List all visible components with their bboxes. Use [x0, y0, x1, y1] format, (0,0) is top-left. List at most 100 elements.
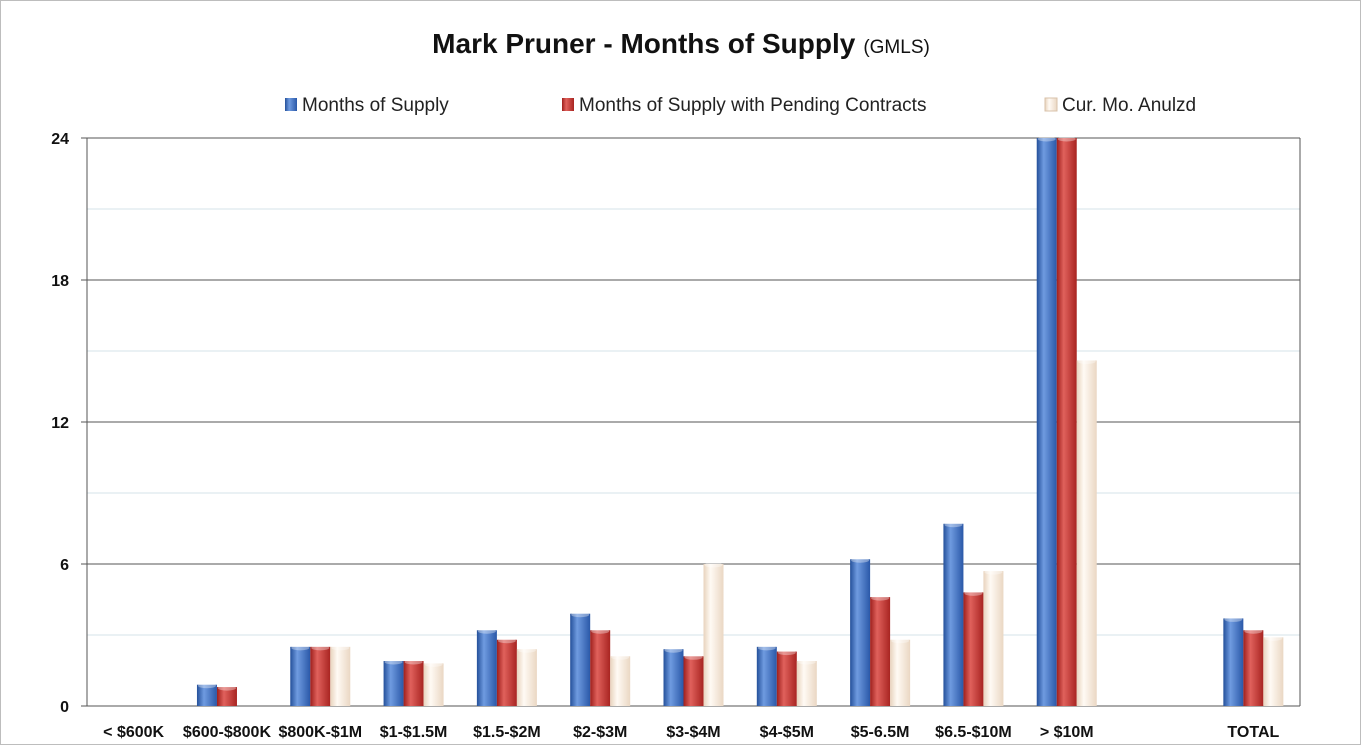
- bar-months-of-supply-total: [1223, 618, 1244, 706]
- x-category-label: $1-$1.5M: [380, 724, 448, 741]
- bar-months-of-supply-with-pending-contracts-6-5-10m: [963, 592, 984, 706]
- x-category-label: $600-$800K: [183, 724, 272, 741]
- y-tick-label: 18: [51, 273, 69, 290]
- bar-highlight: [871, 595, 890, 601]
- bar-months-of-supply-with-pending-contracts-1-5-2m: [496, 639, 517, 706]
- bar-months-of-supply-600-800k: [196, 684, 217, 706]
- bar-highlight: [851, 557, 870, 563]
- bar-highlight: [1224, 616, 1243, 622]
- x-category-label: $4-$5M: [760, 724, 814, 741]
- legend-label: Months of Supply with Pending Contracts: [579, 95, 926, 116]
- bar-highlight: [704, 562, 723, 568]
- bar-highlight: [517, 647, 536, 653]
- x-category-label: $800K-$1M: [278, 724, 362, 741]
- bar-highlight: [197, 683, 216, 689]
- bar-highlight: [477, 628, 496, 634]
- y-tick-label: 0: [60, 699, 69, 716]
- bar-highlight: [757, 645, 776, 651]
- y-tick-label: 24: [51, 131, 69, 148]
- legend-label: Months of Supply: [302, 95, 449, 116]
- x-category-label: $2-$3M: [573, 724, 627, 741]
- bar-cur-mo-anulzd-6-5-10m: [983, 571, 1004, 706]
- bar-highlight: [424, 661, 443, 667]
- bar-months-of-supply-with-pending-contracts-3-4m: [683, 656, 704, 706]
- bar-cur-mo-anulzd-total: [1263, 637, 1284, 706]
- bar-months-of-supply-1-5-2m: [476, 630, 497, 706]
- bar-highlight: [384, 659, 403, 665]
- bar-months-of-supply-with-pending-contracts-10m: [1056, 138, 1077, 706]
- legend-swatch: [1044, 97, 1058, 112]
- x-category-label: < $600K: [103, 724, 164, 741]
- bar-cur-mo-anulzd-800k-1m: [330, 646, 351, 706]
- bar-months-of-supply-with-pending-contracts-800k-1m: [310, 646, 331, 706]
- bar-highlight: [1244, 628, 1263, 634]
- bar-months-of-supply-6-5-10m: [943, 523, 964, 706]
- legend-swatch: [285, 98, 297, 111]
- bar-cur-mo-anulzd-1-1-5m: [423, 663, 444, 706]
- bar-cur-mo-anulzd-2-3m: [610, 656, 631, 706]
- legend-item-cur-mo-anulzd: Cur. Mo. Anulzd: [1044, 95, 1196, 116]
- bar-cur-mo-anulzd-10m: [1076, 360, 1097, 706]
- legend-label: Cur. Mo. Anulzd: [1062, 95, 1196, 116]
- legend-item-months-of-supply: Months of Supply: [285, 95, 449, 116]
- bar-cur-mo-anulzd-1-5-2m: [516, 649, 537, 706]
- bar-months-of-supply-with-pending-contracts-4-5m: [776, 651, 797, 706]
- bar-highlight: [797, 659, 816, 665]
- y-tick-label: 6: [60, 557, 69, 574]
- bar-months-of-supply-5-6-5m: [850, 559, 871, 706]
- bar-highlight: [1057, 136, 1076, 142]
- bar-highlight: [404, 659, 423, 665]
- bar-months-of-supply-with-pending-contracts-5-6-5m: [870, 597, 891, 706]
- bar-months-of-supply-with-pending-contracts-1-1-5m: [403, 661, 424, 706]
- bar-months-of-supply-with-pending-contracts-2-3m: [590, 630, 611, 706]
- chart-title-main: Mark Pruner - Months of Supply: [432, 28, 856, 59]
- bar-months-of-supply-with-pending-contracts-total: [1243, 630, 1264, 706]
- bar-highlight: [684, 654, 703, 660]
- y-axis: 0 6 12 18 24: [51, 131, 88, 716]
- bar-highlight: [497, 638, 516, 644]
- bar-highlight: [1077, 358, 1096, 364]
- bar-cur-mo-anulzd-3-4m: [703, 564, 724, 706]
- bar-highlight: [1037, 136, 1056, 142]
- x-category-label: TOTAL: [1227, 724, 1279, 741]
- bar-highlight: [591, 628, 610, 634]
- bar-highlight: [891, 638, 910, 644]
- bar-months-of-supply-4-5m: [756, 646, 777, 706]
- bar-months-of-supply-10m: [1036, 138, 1057, 706]
- x-category-label: $6.5-$10M: [935, 724, 1012, 741]
- x-category-label: $1.5-$2M: [473, 724, 541, 741]
- bar-months-of-supply-800k-1m: [290, 646, 311, 706]
- bar-months-of-supply-with-pending-contracts-600-800k: [216, 687, 237, 706]
- bar-highlight: [291, 645, 310, 651]
- bar-cur-mo-anulzd-5-6-5m: [890, 639, 911, 706]
- bar-highlight: [331, 645, 350, 651]
- bar-highlight: [964, 590, 983, 596]
- gridlines: [87, 137, 1301, 707]
- x-category-label: $5-6.5M: [851, 724, 910, 741]
- chart-title: Mark Pruner - Months of Supply (GMLS): [432, 28, 930, 59]
- x-category-label: > $10M: [1040, 724, 1094, 741]
- chart-subtitle: (GMLS): [863, 37, 930, 58]
- legend-item-months-of-supply-with-pending-contracts: Months of Supply with Pending Contracts: [562, 95, 926, 116]
- bar-highlight: [611, 654, 630, 660]
- bar-highlight: [777, 650, 796, 656]
- bar-highlight: [311, 645, 330, 651]
- bar-highlight: [217, 685, 236, 691]
- bar-months-of-supply-1-1-5m: [383, 661, 404, 706]
- legend-swatch: [562, 98, 574, 111]
- bars: [196, 136, 1284, 706]
- x-category-label: $3-$4M: [666, 724, 720, 741]
- bar-highlight: [984, 569, 1003, 575]
- bar-highlight: [1264, 635, 1283, 641]
- y-tick-label: 12: [51, 415, 69, 432]
- bar-cur-mo-anulzd-4-5m: [796, 661, 817, 706]
- bar-months-of-supply-2-3m: [570, 613, 591, 706]
- bar-highlight: [571, 612, 590, 618]
- bar-highlight: [944, 522, 963, 528]
- bar-months-of-supply-3-4m: [663, 649, 684, 706]
- x-axis: < $600K $600-$800K $800K-$1M $1-$1.5M $1.5-$…: [103, 724, 1279, 741]
- bar-highlight: [664, 647, 683, 653]
- legend: Months of Supply Months of Supply with Pe…: [285, 95, 1196, 116]
